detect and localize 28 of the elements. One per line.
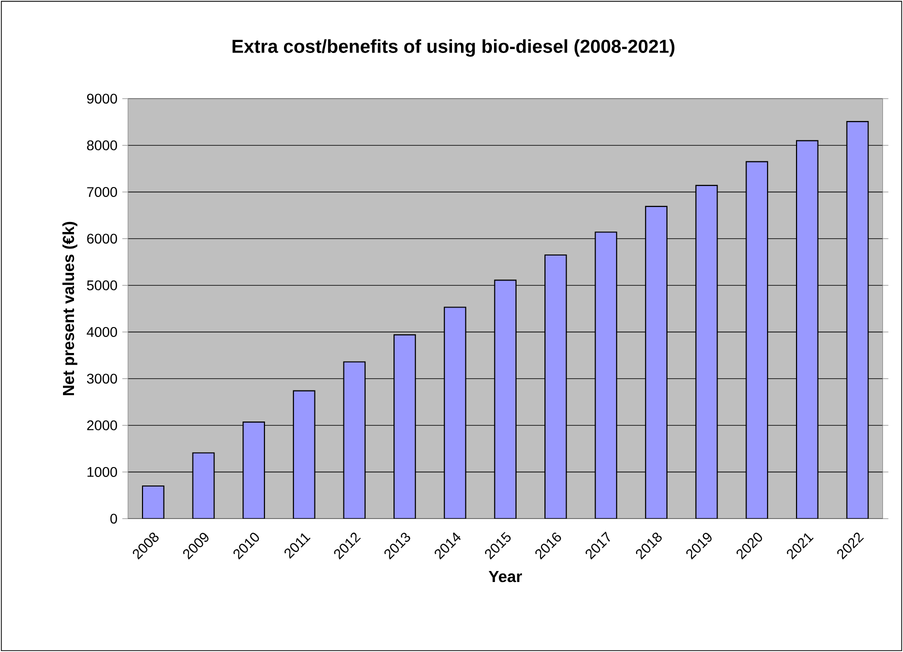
chart-title: Extra cost/benefits of using bio-diesel (2008-2021) <box>232 39 674 57</box>
bar <box>796 140 818 519</box>
y-tick-label: 5000 <box>87 280 118 290</box>
bar <box>544 254 567 519</box>
y-tick-label: 3000 <box>86 374 118 384</box>
bar <box>494 280 517 519</box>
y-tick-label: 8000 <box>87 140 118 150</box>
bar <box>192 452 215 519</box>
y-tick-label: 2000 <box>87 420 118 430</box>
y-tick-label: 4000 <box>86 327 118 337</box>
bar <box>444 306 466 519</box>
bar <box>394 334 416 519</box>
bar <box>846 120 869 519</box>
bar <box>695 184 718 519</box>
bar <box>645 206 668 519</box>
bar <box>242 422 265 519</box>
y-tick-label: 1000 <box>88 467 118 477</box>
y-tick-label: 7000 <box>87 187 118 197</box>
x-axis-title: Year <box>488 571 522 582</box>
bar <box>594 232 618 519</box>
bar <box>142 485 164 519</box>
bar <box>746 161 768 519</box>
y-axis-title: Net present values (€k) <box>62 222 78 396</box>
y-tick-label: 0 <box>110 514 118 524</box>
bar <box>343 361 366 519</box>
y-tick-label: 6000 <box>87 234 118 244</box>
bar <box>292 390 316 519</box>
y-tick-label: 9000 <box>87 94 118 104</box>
